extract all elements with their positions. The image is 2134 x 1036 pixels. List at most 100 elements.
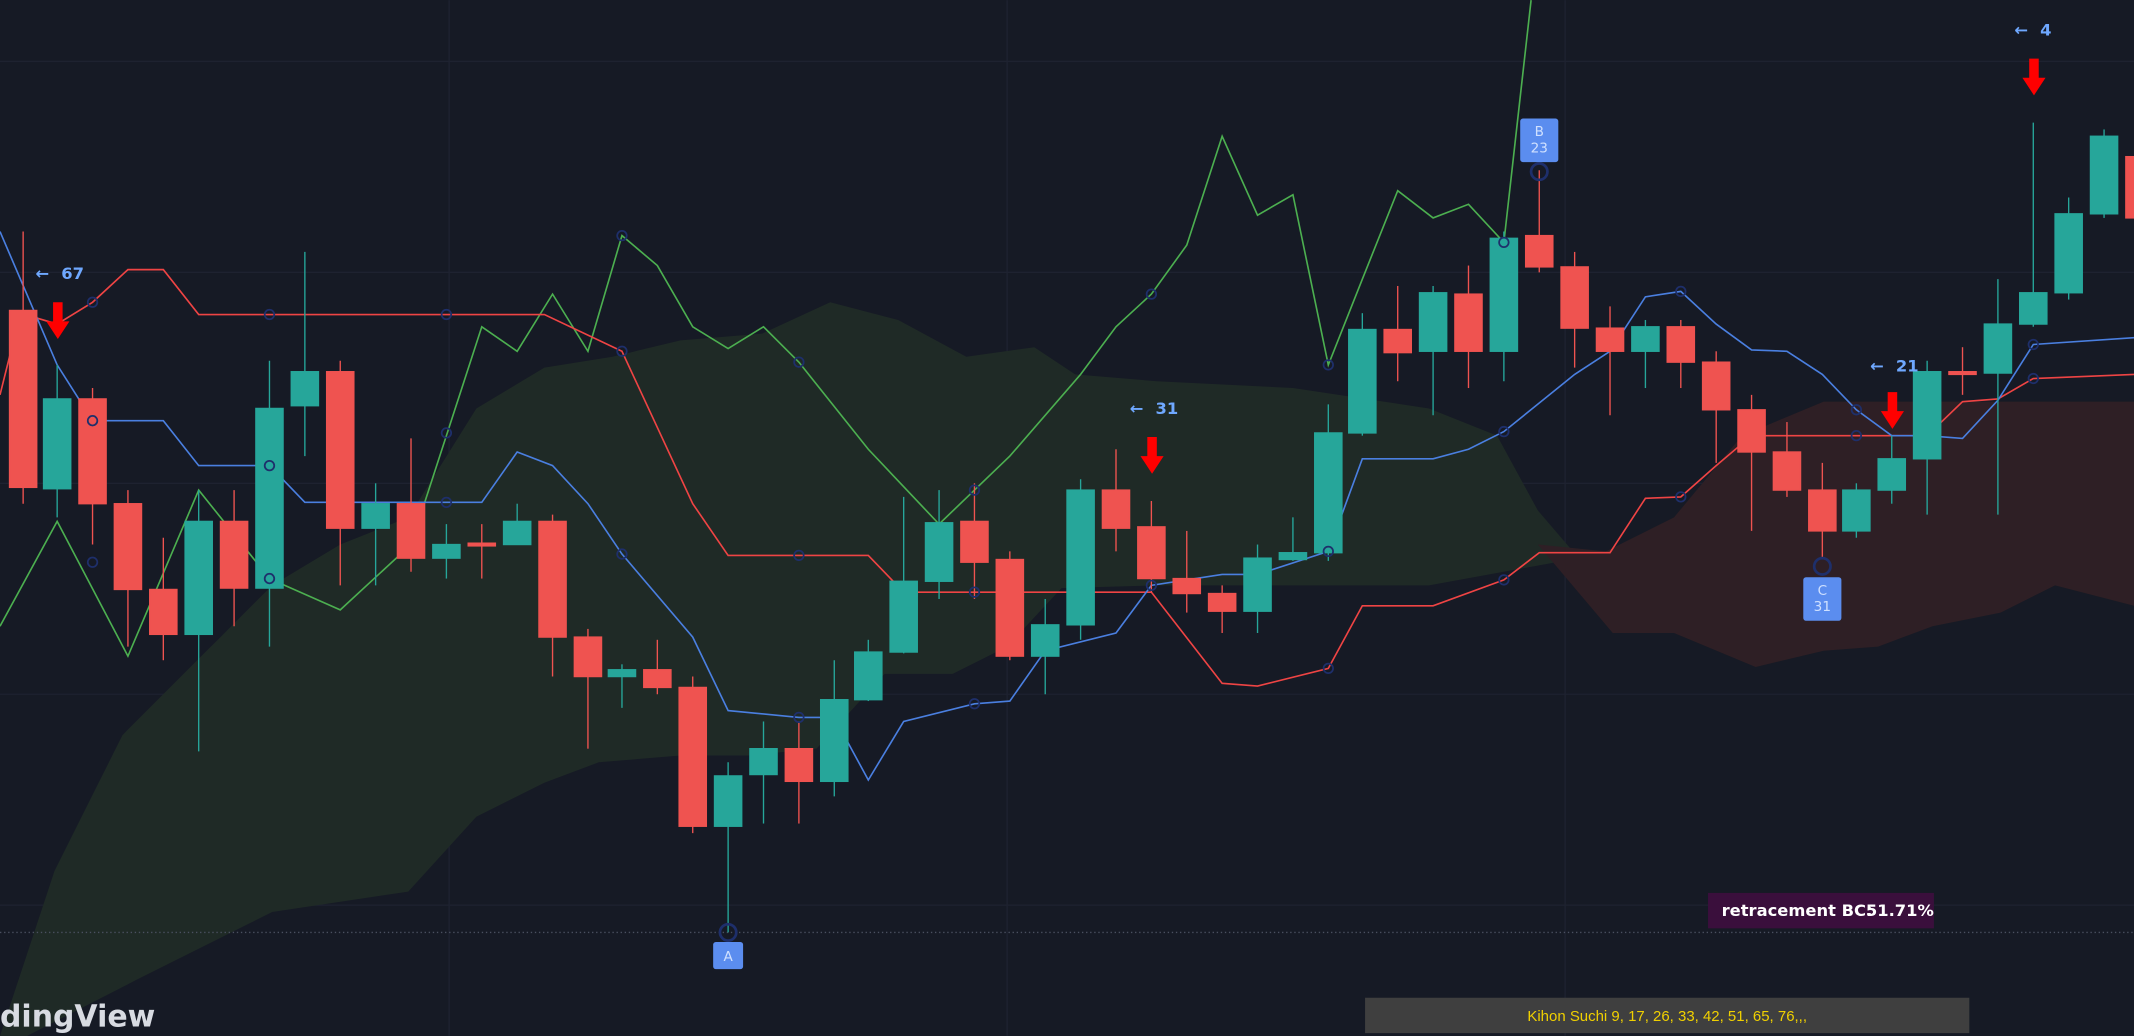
swing-point bbox=[86, 556, 99, 568]
candle bbox=[113, 503, 143, 591]
sell-arrow bbox=[2022, 58, 2046, 96]
label-b-value: 23 bbox=[1531, 141, 1548, 157]
pattern: A B 23 C 31 bbox=[713, 118, 1842, 970]
candle bbox=[2089, 135, 2119, 215]
arrow-icon: ← bbox=[2014, 21, 2028, 40]
candle bbox=[467, 542, 497, 547]
label-c-text: C bbox=[1818, 583, 1828, 599]
candle bbox=[1243, 557, 1272, 612]
candle bbox=[219, 520, 249, 589]
candle bbox=[1524, 234, 1554, 268]
swing-point bbox=[793, 356, 805, 368]
arrow-label: 67 bbox=[61, 264, 84, 283]
swing-point bbox=[86, 415, 99, 427]
retracement-value: 51.71% bbox=[1866, 901, 1934, 920]
candle bbox=[2018, 292, 2048, 325]
footer-box bbox=[1365, 997, 1970, 1034]
swing-point bbox=[616, 229, 628, 242]
swing-point bbox=[616, 548, 628, 560]
arrow-label: 4 bbox=[2040, 21, 2051, 40]
candle bbox=[396, 503, 426, 559]
candle bbox=[995, 558, 1025, 657]
swing-points bbox=[86, 229, 2039, 724]
candle bbox=[42, 398, 72, 490]
candle bbox=[1172, 577, 1202, 595]
candle bbox=[1348, 328, 1377, 434]
candle bbox=[432, 543, 461, 559]
point-c-marker bbox=[1812, 556, 1832, 576]
retracement-box bbox=[1708, 892, 1934, 929]
arrow-icon: ← bbox=[1130, 399, 1144, 418]
candle bbox=[1983, 323, 2013, 374]
swing-point bbox=[1322, 545, 1334, 557]
swing-point bbox=[1675, 491, 1687, 503]
candle bbox=[502, 520, 532, 546]
watermark: dingView bbox=[0, 999, 155, 1034]
candle bbox=[1101, 489, 1131, 529]
swing-point bbox=[1850, 430, 1863, 442]
footer-text: Kihon Suchi 9, 17, 26, 33, 42, 51, 65, 7… bbox=[1527, 1008, 1807, 1025]
swing-point bbox=[2027, 372, 2039, 385]
swing-point bbox=[1850, 404, 1863, 416]
label-b bbox=[1520, 118, 1559, 163]
candle bbox=[290, 371, 320, 407]
point-a-marker bbox=[718, 922, 738, 942]
arrow-label: 31 bbox=[1155, 399, 1178, 418]
swing-point bbox=[1498, 236, 1510, 249]
candle bbox=[1842, 489, 1871, 532]
candle bbox=[1595, 327, 1625, 352]
swing-point bbox=[968, 586, 981, 598]
swing-point bbox=[1322, 359, 1334, 371]
swing-point bbox=[968, 698, 981, 710]
candle bbox=[573, 636, 603, 678]
candle bbox=[1560, 266, 1589, 329]
swing-point bbox=[616, 345, 628, 357]
arrow-label: 21 bbox=[1896, 357, 1919, 376]
candle bbox=[713, 775, 743, 827]
candle bbox=[8, 309, 38, 489]
label-c-value: 31 bbox=[1814, 599, 1831, 615]
arrow-icon: ← bbox=[35, 264, 49, 283]
candle bbox=[1489, 237, 1519, 352]
candle bbox=[78, 398, 107, 505]
candle bbox=[784, 748, 814, 783]
candle bbox=[1207, 592, 1237, 612]
candle bbox=[1877, 458, 1907, 491]
candle bbox=[1737, 409, 1766, 453]
candle bbox=[361, 503, 390, 529]
candle bbox=[1772, 451, 1802, 491]
candle bbox=[1137, 526, 1166, 580]
candle bbox=[854, 651, 883, 701]
cloud-bearish bbox=[1537, 401, 2134, 668]
sell-arrow bbox=[1140, 437, 1164, 474]
candle bbox=[960, 520, 989, 563]
swing-point bbox=[2027, 338, 2039, 351]
candle bbox=[889, 580, 918, 653]
candle bbox=[749, 748, 778, 776]
swing-point bbox=[86, 296, 99, 308]
swing-point bbox=[263, 572, 276, 585]
candle bbox=[1808, 489, 1837, 532]
swing-point bbox=[440, 496, 453, 508]
swing-point bbox=[1145, 579, 1158, 592]
candle bbox=[2054, 213, 2083, 294]
candle bbox=[325, 371, 355, 529]
candle bbox=[1418, 292, 1448, 352]
candle bbox=[149, 588, 178, 636]
candles bbox=[8, 122, 2134, 933]
candle bbox=[924, 522, 954, 582]
swing-point bbox=[968, 484, 981, 496]
swing-point bbox=[263, 459, 276, 472]
candle bbox=[1912, 371, 1942, 460]
label-b-text: B bbox=[1535, 124, 1544, 140]
swing-point bbox=[1498, 574, 1510, 586]
swing-point bbox=[440, 427, 453, 439]
arrow-icon: ← bbox=[1870, 357, 1884, 376]
candle bbox=[1066, 489, 1095, 626]
candle bbox=[255, 407, 284, 589]
base-line bbox=[0, 268, 2134, 687]
label-a-text: A bbox=[723, 949, 733, 965]
candle bbox=[1278, 552, 1308, 561]
